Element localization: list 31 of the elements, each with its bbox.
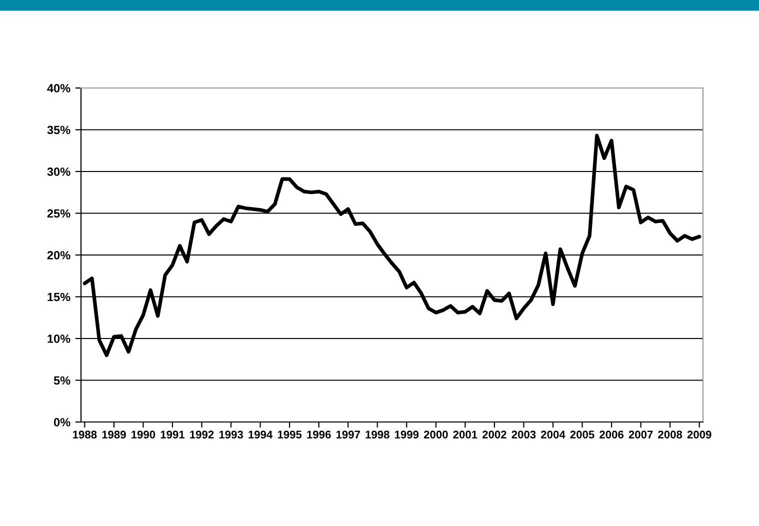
x-tick-label: 2009 bbox=[687, 430, 712, 438]
x-tick-label: 2007 bbox=[628, 430, 653, 438]
y-tick-label: 5% bbox=[54, 376, 70, 385]
y-tick-label: 0% bbox=[54, 418, 70, 426]
x-tick-label: 2001 bbox=[453, 430, 478, 438]
y-tick-label: 30% bbox=[47, 168, 70, 176]
x-tick-label: 2000 bbox=[424, 430, 448, 438]
y-tick-label: 20% bbox=[47, 251, 70, 260]
x-tick-label: 1995 bbox=[278, 430, 302, 438]
x-tick-label: 2006 bbox=[600, 430, 624, 438]
x-tick-label: 2005 bbox=[570, 430, 594, 438]
x-tick-label: 1998 bbox=[366, 430, 390, 438]
x-tick-label: 1992 bbox=[190, 430, 214, 438]
x-tick-label: 1991 bbox=[160, 430, 185, 438]
x-tick-label: 1988 bbox=[73, 430, 97, 438]
x-tick-label: 2004 bbox=[541, 430, 566, 438]
x-tick-label: 1989 bbox=[102, 430, 126, 438]
y-tick-label: 40% bbox=[47, 84, 70, 92]
x-tick-label: 1990 bbox=[132, 430, 156, 438]
x-tick-label: 1996 bbox=[307, 430, 331, 438]
x-tick-label: 2008 bbox=[658, 430, 682, 438]
x-tick-label: 2002 bbox=[482, 430, 506, 438]
y-tick-label: 15% bbox=[48, 292, 70, 302]
x-tick-label: 1999 bbox=[394, 430, 419, 438]
y-tick-label: 25% bbox=[47, 209, 70, 218]
y-tick-label: 10% bbox=[48, 334, 70, 343]
x-tick-label: 1997 bbox=[336, 430, 360, 438]
x-tick-label: 1994 bbox=[248, 430, 273, 438]
y-tick-label: 35% bbox=[47, 126, 70, 134]
x-tick-label: 2003 bbox=[512, 430, 536, 439]
x-tick-label: 1993 bbox=[219, 430, 243, 439]
